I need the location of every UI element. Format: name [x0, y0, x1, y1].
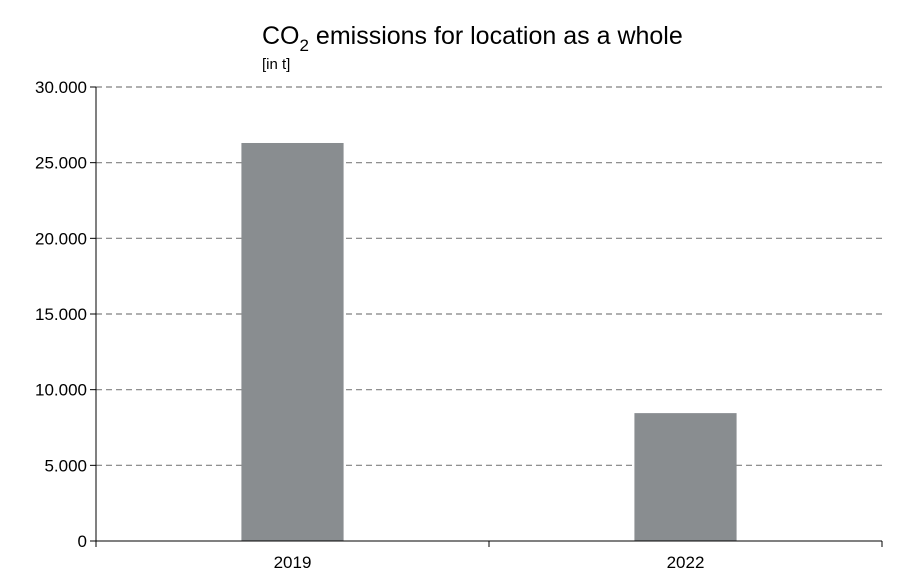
x-tick-label: 2022 — [667, 553, 705, 572]
chart-title: CO2 emissions for location as a whole — [262, 22, 683, 55]
chart-subtitle: [in t] — [262, 56, 290, 73]
y-tick-label: 15.000 — [35, 305, 87, 324]
chart-title-suffix: emissions for location as a whole — [309, 22, 683, 50]
gridlines — [96, 86, 882, 466]
y-tick-labels: 0 5.000 10.000 15.000 20.000 25.000 30.000 — [35, 78, 87, 551]
bar-2022 — [634, 413, 737, 541]
y-tick-label: 0 — [78, 532, 87, 551]
y-tick-label: 30.000 — [35, 78, 87, 97]
y-tick-label: 5.000 — [44, 456, 87, 475]
bar-2019 — [241, 142, 344, 541]
chart-title-prefix: CO — [262, 22, 300, 50]
chart-title-subscript: 2 — [300, 36, 309, 55]
y-tick-label: 20.000 — [35, 229, 87, 248]
x-tick-label: 2019 — [274, 553, 312, 572]
y-tick-label: 25.000 — [35, 154, 87, 173]
axes — [90, 86, 883, 547]
y-tick-label: 10.000 — [35, 381, 87, 400]
bars — [241, 142, 737, 541]
x-tick-labels: 2019 2022 — [274, 553, 705, 572]
